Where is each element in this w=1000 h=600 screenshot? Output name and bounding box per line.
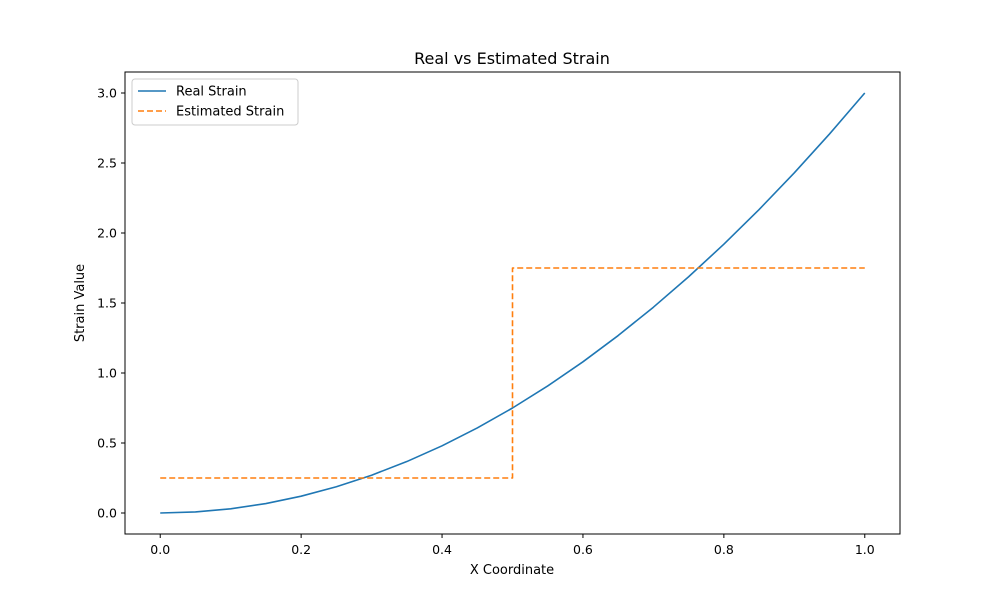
- x-tick-label: 0.4: [432, 542, 452, 557]
- y-tick-label: 3.0: [97, 86, 117, 101]
- legend-box: [131, 78, 299, 126]
- x-axis-label: X Coordinate: [470, 563, 554, 578]
- x-axis-ticks: 0.0 0.2 0.4 0.6 0.8 1.0: [150, 534, 875, 557]
- legend-label-real-strain: Real Strain: [176, 85, 247, 100]
- x-tick-label: 0.0: [150, 542, 170, 557]
- chart-title: Real vs Estimated Strain: [414, 49, 610, 68]
- series-line-estimated-strain: [160, 267, 865, 479]
- y-axis-label: Strain Value: [73, 264, 88, 342]
- x-tick-label: 0.8: [714, 542, 734, 557]
- y-tick-label: 0.0: [97, 506, 117, 521]
- legend-label-estimated-strain: Estimated Strain: [176, 105, 284, 120]
- plot-area: [160, 92, 866, 514]
- y-tick-label: 0.5: [97, 436, 117, 451]
- y-tick-label: 2.5: [97, 156, 117, 171]
- y-tick-label: 1.0: [97, 366, 117, 381]
- series-line-real-strain: [160, 92, 866, 514]
- y-tick-label: 1.5: [97, 296, 117, 311]
- x-tick-label: 1.0: [855, 542, 875, 557]
- y-axis-ticks: 0.0 0.5 1.0 1.5 2.0 2.5 3.0: [97, 86, 125, 521]
- x-tick-label: 0.6: [573, 542, 593, 557]
- y-tick-label: 2.0: [97, 226, 117, 241]
- x-tick-label: 0.2: [291, 542, 311, 557]
- legend: Real Strain Estimated Strain: [131, 78, 299, 126]
